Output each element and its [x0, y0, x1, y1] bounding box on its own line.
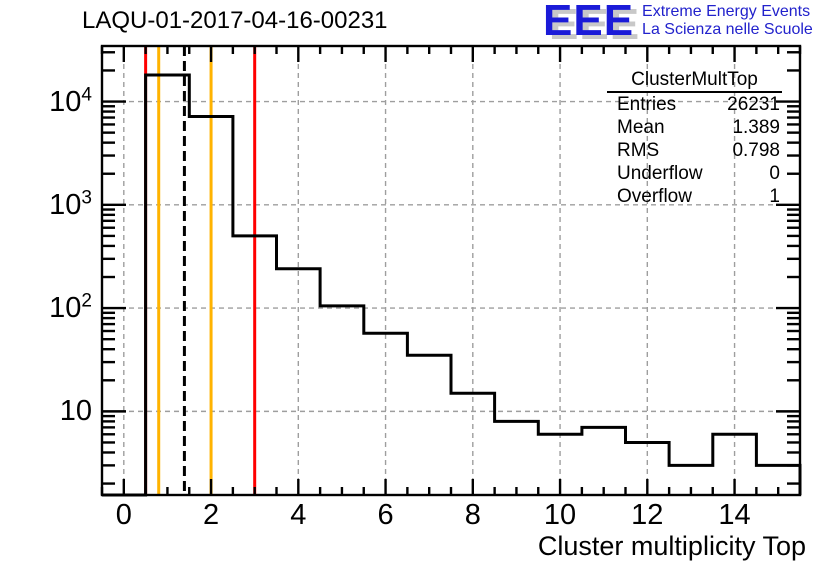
stats-value: 1: [769, 186, 780, 207]
stats-value: 0.798: [732, 140, 780, 161]
stats-title: ClusterMultTop: [607, 69, 782, 93]
y-axis-label: 104: [49, 83, 92, 118]
stats-label: Overflow: [617, 186, 692, 207]
x-axis-title: Cluster multiplicity Top: [537, 531, 806, 561]
stats-label: Underflow: [617, 163, 703, 184]
x-axis-label: 8: [464, 499, 481, 531]
stats-row-rms: RMS 0.798: [607, 139, 782, 162]
y-axis-label: 10: [59, 395, 92, 428]
eee-logo: EEE Extreme Energy Events La Scienza nel…: [543, 0, 813, 45]
x-axis-label: 4: [290, 499, 307, 531]
stats-value: 0: [769, 163, 780, 184]
stats-value: 1.389: [732, 117, 780, 138]
stats-label: Mean: [617, 117, 665, 138]
x-axis-label: 6: [377, 499, 394, 531]
stats-row-mean: Mean 1.389: [607, 116, 782, 139]
x-axis-label: 2: [202, 499, 220, 531]
x-axis-label: 12: [631, 499, 664, 531]
stats-value: 26231: [727, 94, 780, 115]
eee-logo-text: Extreme Energy Events La Scienza nelle S…: [642, 3, 813, 39]
stats-box: ClusterMultTop Entries 26231 Mean 1.389 …: [607, 69, 782, 208]
eee-logo-acronym: EEE: [543, 0, 635, 45]
eee-logo-line1: Extreme Energy Events: [642, 3, 811, 20]
stats-label: Entries: [617, 94, 677, 115]
page-title: LAQU-01-2017-04-16-00231: [82, 7, 388, 34]
x-axis-label: 14: [718, 499, 751, 531]
stats-row-entries: Entries 26231: [607, 93, 782, 116]
stats-row-underflow: Underflow 0: [607, 162, 782, 185]
x-axis-label: 0: [115, 499, 132, 531]
y-axis-label: 103: [49, 187, 92, 221]
eee-logo-line2: La Scienza nelle Scuole: [642, 21, 813, 38]
stats-row-overflow: Overflow 1: [607, 185, 782, 208]
y-axis-label: 102: [49, 290, 92, 325]
x-axis-label: 10: [543, 499, 577, 531]
histogram-step-line: [102, 73, 802, 497]
stats-label: RMS: [617, 140, 660, 161]
